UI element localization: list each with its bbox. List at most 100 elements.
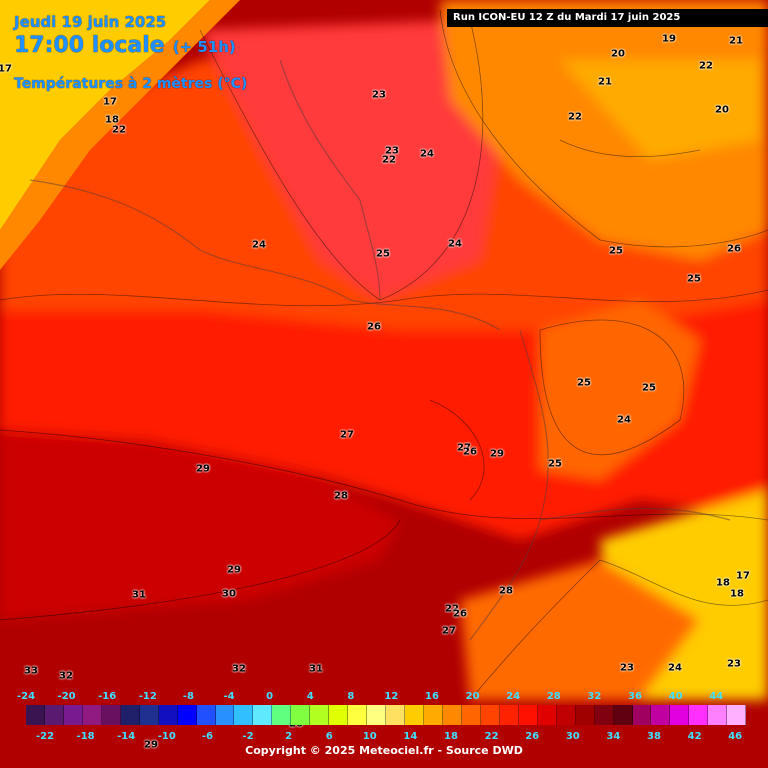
temperature-label: 23 (727, 658, 741, 670)
legend-tick-lower: 46 (728, 731, 743, 742)
orange-central-zone (540, 300, 700, 480)
legend-tick-upper: 4 (306, 691, 314, 702)
temperature-label: 26 (463, 446, 477, 458)
temperature-label: 27 (457, 442, 471, 454)
legend-swatch (367, 705, 387, 725)
legend-tick-upper: 8 (347, 691, 355, 702)
legend-swatch (234, 705, 254, 725)
temperature-label: 24 (617, 414, 631, 426)
temperature-label: 29 (227, 564, 241, 576)
legend-swatch (442, 705, 462, 725)
copyright-notice: Copyright © 2025 Meteociel.fr - Source D… (245, 744, 523, 757)
legend-tick-lower: 34 (606, 731, 621, 742)
legend-swatch (575, 705, 595, 725)
legend-swatch (632, 705, 652, 725)
legend-swatch (253, 705, 273, 725)
isotherm-4 (439, 9, 768, 248)
legend-swatch (386, 705, 406, 725)
legend-tick-lower: 10 (362, 731, 377, 742)
legend-tick-lower: 38 (647, 731, 661, 742)
temperature-label: 20 (715, 104, 729, 116)
border-line-4 (539, 507, 731, 521)
legend-swatch (63, 705, 83, 725)
legend-swatch (708, 705, 728, 725)
temperature-label: 28 (499, 585, 513, 597)
legend-tick-lower: 2 (285, 731, 293, 742)
temperature-label: 24 (668, 662, 682, 674)
legend-tick-upper: 40 (668, 691, 683, 702)
temperature-label: 20 (611, 48, 625, 60)
temperature-label: 27 (442, 625, 456, 637)
temperature-label: 17 (736, 570, 750, 582)
legend-tick-lower: 30 (565, 731, 580, 742)
temperature-label: 25 (376, 248, 390, 260)
temperature-label: 17 (0, 63, 12, 75)
legend-tick-upper: 28 (546, 691, 561, 702)
legend-tick-upper: -12 (138, 691, 157, 702)
legend-swatch (424, 705, 443, 725)
temperature-label: 32 (59, 670, 73, 682)
temperature-label: 22 (445, 603, 459, 615)
legend-tick-upper: 36 (628, 691, 642, 702)
temperature-label: 17 (103, 96, 117, 108)
isotherm-7 (469, 559, 768, 701)
isotherm-5 (539, 319, 685, 456)
isotherm-8 (559, 139, 701, 157)
forecast-time-value: 17:00 locale (14, 33, 165, 58)
legend-tick-upper: 24 (506, 691, 521, 702)
temperature-label: 26 (727, 243, 741, 255)
legend-swatch (651, 705, 671, 725)
temperature-label: 18 (716, 577, 730, 589)
legend-swatch (215, 705, 235, 725)
isotherm-1 (0, 289, 768, 307)
legend-tick-lower: 26 (525, 731, 540, 742)
legend-tick-upper: 32 (587, 691, 602, 702)
legend-swatch (670, 705, 690, 725)
alps-orange-zone (460, 560, 700, 700)
forecast-lead-time: (+ 51h) (172, 38, 236, 56)
legend-swatch (689, 705, 709, 725)
legend-swatch (196, 705, 216, 725)
legend-swatch (594, 705, 614, 725)
temperature-label: 23 (372, 89, 386, 101)
legend-swatch (405, 705, 425, 725)
isotherm-2 (0, 429, 768, 521)
border-line-3 (469, 329, 549, 641)
legend-tick-lower: 18 (444, 731, 458, 742)
isotherm-6 (0, 519, 401, 621)
temperature-label: 18 (105, 114, 119, 126)
legend-tick-lower: -14 (117, 731, 136, 742)
temperature-label: 29 (144, 739, 158, 751)
legend-swatch (82, 705, 102, 725)
legend-swatch (177, 705, 197, 725)
temperature-label: 29 (490, 448, 504, 460)
legend-swatch (499, 705, 519, 725)
temperature-label: 31 (132, 589, 146, 601)
temperature-label: 25 (609, 245, 623, 257)
legend-swatch (556, 705, 576, 725)
legend-tick-lower: 14 (403, 731, 418, 742)
legend-swatch (480, 705, 500, 725)
legend-tick-upper: -24 (16, 691, 36, 702)
temperature-label: 24 (420, 148, 434, 160)
forecast-time: 17:00 locale (+ 51h) (14, 33, 236, 58)
legend-swatch (310, 705, 330, 725)
dark-red-zone (0, 430, 400, 620)
legend-tick-lower: 42 (687, 731, 702, 742)
run-info-banner: Run ICON-EU 12 Z du Mardi 17 juin 2025 (447, 9, 768, 27)
temperature-label: 25 (577, 377, 591, 389)
legend-swatch (348, 705, 368, 725)
legend-tick-upper: 0 (266, 691, 274, 702)
legend-swatch (272, 705, 292, 725)
forecast-date: Jeudi 19 juin 2025 (14, 13, 167, 31)
legend-swatch (101, 705, 121, 725)
temperature-label: 25 (548, 458, 562, 470)
legend-swatch (26, 705, 45, 725)
legend-swatch (518, 705, 538, 725)
temperature-label: 19 (662, 33, 676, 45)
pink-red-zone (200, 20, 500, 300)
legend-swatch (44, 705, 64, 725)
legend-tick-lower: 6 (325, 731, 333, 742)
temperature-label: 22 (699, 60, 713, 72)
legend-tick-lower: -6 (201, 731, 213, 742)
